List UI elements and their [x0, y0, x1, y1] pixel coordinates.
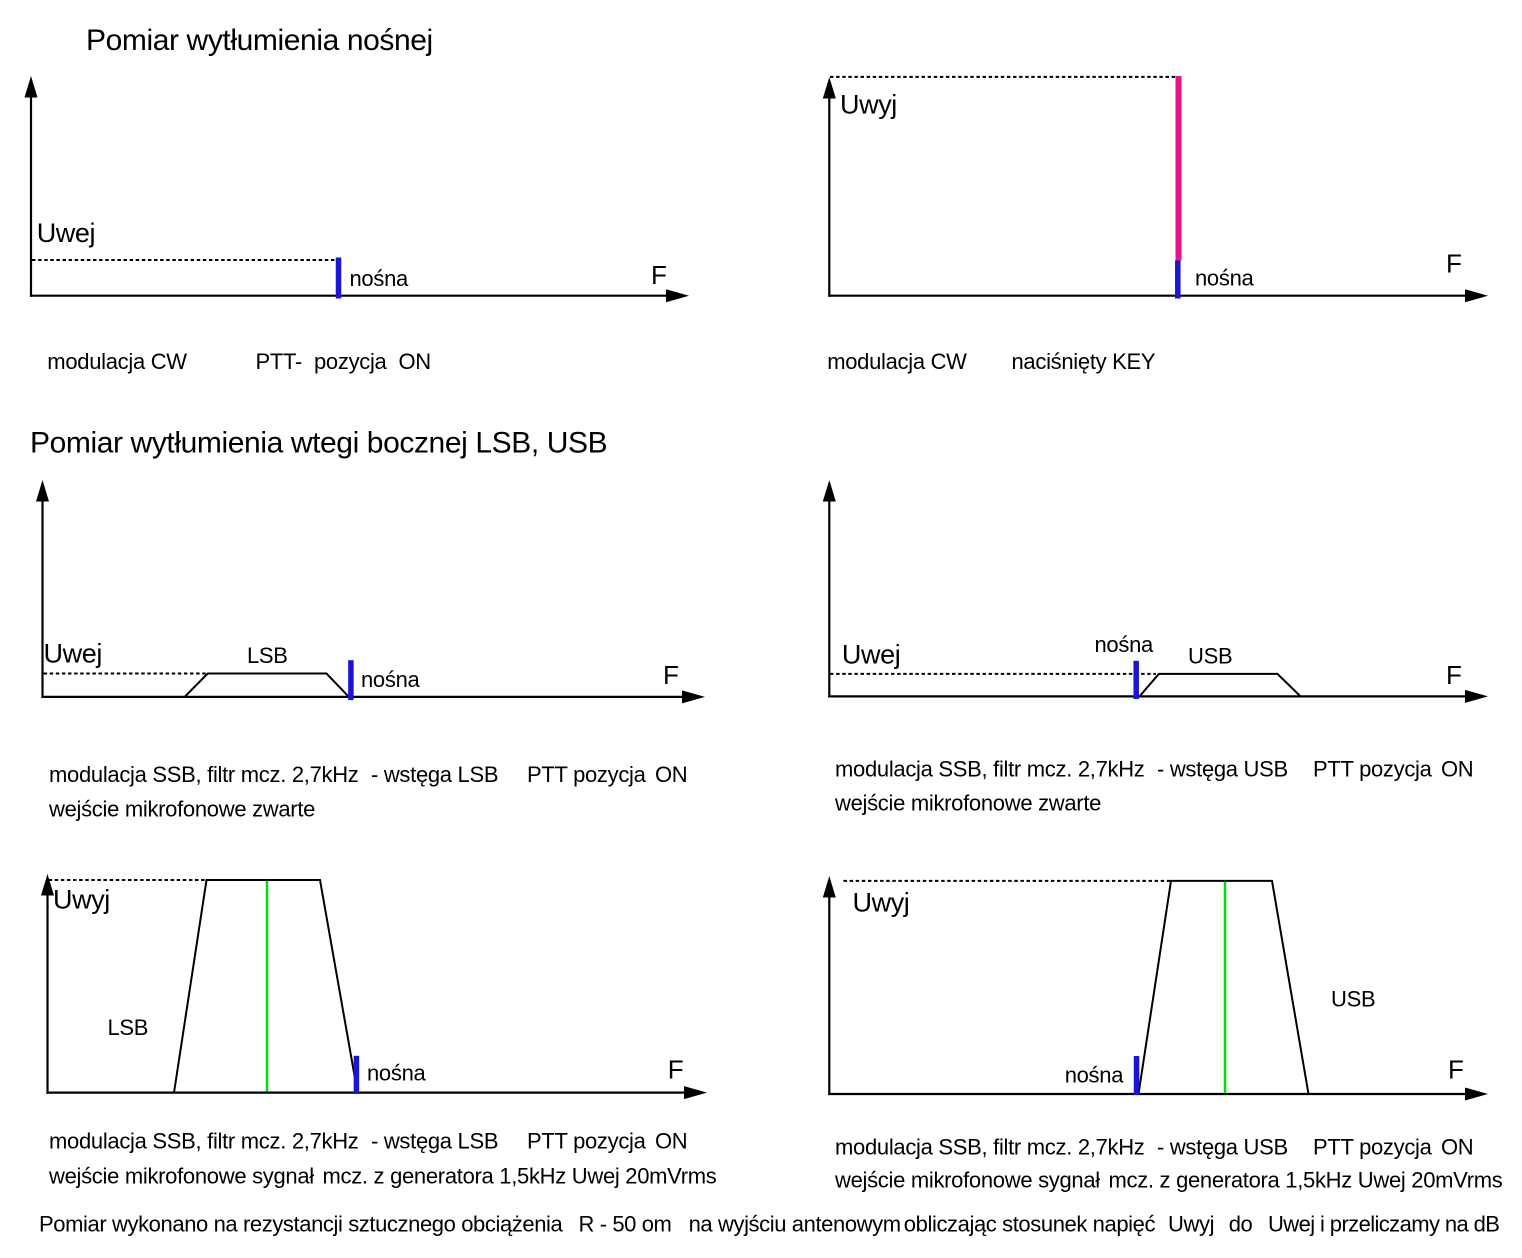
svg-text:Uwyj: Uwyj: [853, 888, 910, 918]
svg-text:do: do: [1229, 1212, 1253, 1237]
svg-text:ON: ON: [655, 1129, 687, 1154]
svg-text:nośna: nośna: [350, 266, 410, 291]
svg-text:Uwej: Uwej: [44, 639, 102, 669]
svg-text:PTT-: PTT-: [256, 349, 302, 374]
svg-text:- wstęga LSB: - wstęga LSB: [371, 1129, 498, 1154]
svg-text:Uwyj: Uwyj: [1168, 1212, 1214, 1237]
svg-text:modulacja SSB, filtr mcz. 2,7k: modulacja SSB, filtr mcz. 2,7kHz: [835, 1135, 1145, 1160]
svg-text:wejście mikrofonowe sygnał: wejście mikrofonowe sygnał: [48, 1164, 314, 1189]
svg-text:Pomiar wykonano na rezystancji: Pomiar wykonano na rezystancji sztuczneg…: [39, 1212, 564, 1237]
svg-text:mcz. z generatora 1,5kHz Uwej: mcz. z generatora 1,5kHz Uwej 20mVrms: [323, 1164, 717, 1189]
svg-text:Uwej i przeliczamy na dB: Uwej i przeliczamy na dB: [1268, 1212, 1499, 1237]
svg-text:Uwyj: Uwyj: [840, 90, 897, 120]
svg-text:R - 50 om: R - 50 om: [579, 1212, 672, 1237]
svg-text:wejście mikrofonowe zwarte: wejście mikrofonowe zwarte: [834, 791, 1101, 816]
svg-text:na wyjściu antenowym: na wyjściu antenowym: [689, 1212, 901, 1237]
svg-text:F: F: [663, 660, 679, 690]
svg-text:F: F: [651, 260, 667, 290]
svg-text:F: F: [1446, 249, 1462, 279]
svg-text:nośna: nośna: [1065, 1063, 1125, 1088]
svg-text:Pomiar wytłumienia nośnej: Pomiar wytłumienia nośnej: [86, 24, 433, 57]
svg-text:LSB: LSB: [108, 1015, 149, 1040]
svg-text:PTT pozycja: PTT pozycja: [527, 1129, 647, 1154]
svg-text:nośna: nośna: [1095, 632, 1155, 657]
svg-text:Uwyj: Uwyj: [53, 885, 110, 915]
svg-text:LSB: LSB: [247, 643, 288, 668]
svg-text:F: F: [1448, 1055, 1464, 1085]
svg-text:nośna: nośna: [361, 667, 421, 692]
svg-text:modulacja SSB, filtr mcz. 2,7k: modulacja SSB, filtr mcz. 2,7kHz: [49, 762, 359, 787]
svg-text:PTT pozycja: PTT pozycja: [1313, 1135, 1433, 1160]
svg-text:nośna: nośna: [367, 1061, 427, 1086]
svg-text:F: F: [668, 1055, 684, 1085]
svg-text:modulacja SSB, filtr mcz. 2,7k: modulacja SSB, filtr mcz. 2,7kHz: [49, 1129, 359, 1154]
svg-text:F: F: [1446, 660, 1462, 690]
svg-text:- wstęga LSB: - wstęga LSB: [371, 762, 498, 787]
svg-text:PTT pozycja: PTT pozycja: [1313, 757, 1433, 782]
svg-text:ON: ON: [1441, 757, 1473, 782]
svg-text:nośna: nośna: [1195, 266, 1255, 291]
svg-text:Pomiar wytłumienia wtegi boczn: Pomiar wytłumienia wtegi bocznej LSB, US…: [30, 427, 607, 460]
svg-text:wejście mikrofonowe sygnał: wejście mikrofonowe sygnał: [834, 1168, 1100, 1193]
svg-text:Uwej: Uwej: [37, 218, 95, 248]
svg-text:modulacja CW: modulacja CW: [827, 349, 967, 374]
svg-text:ON: ON: [1441, 1135, 1473, 1160]
svg-text:obliczając stosunek napięć: obliczając stosunek napięć: [904, 1212, 1156, 1237]
svg-text:Uwej: Uwej: [842, 639, 900, 669]
svg-text:ON: ON: [655, 762, 687, 787]
svg-text:modulacja SSB, filtr mcz. 2,7k: modulacja SSB, filtr mcz. 2,7kHz: [835, 757, 1145, 782]
svg-text:ON: ON: [399, 349, 431, 374]
svg-text:- wstęga USB: - wstęga USB: [1157, 1135, 1288, 1160]
svg-text:modulacja CW: modulacja CW: [47, 349, 187, 374]
svg-text:PTT pozycja: PTT pozycja: [527, 762, 647, 787]
svg-text:USB: USB: [1188, 643, 1232, 668]
svg-text:mcz. z generatora 1,5kHz Uwej: mcz. z generatora 1,5kHz Uwej 20mVrms: [1109, 1168, 1503, 1193]
svg-text:pozycja: pozycja: [314, 349, 388, 374]
svg-text:wejście mikrofonowe zwarte: wejście mikrofonowe zwarte: [48, 797, 315, 822]
svg-text:- wstęga USB: - wstęga USB: [1157, 757, 1288, 782]
svg-text:USB: USB: [1331, 987, 1375, 1012]
svg-text:naciśnięty KEY: naciśnięty KEY: [1012, 349, 1156, 374]
